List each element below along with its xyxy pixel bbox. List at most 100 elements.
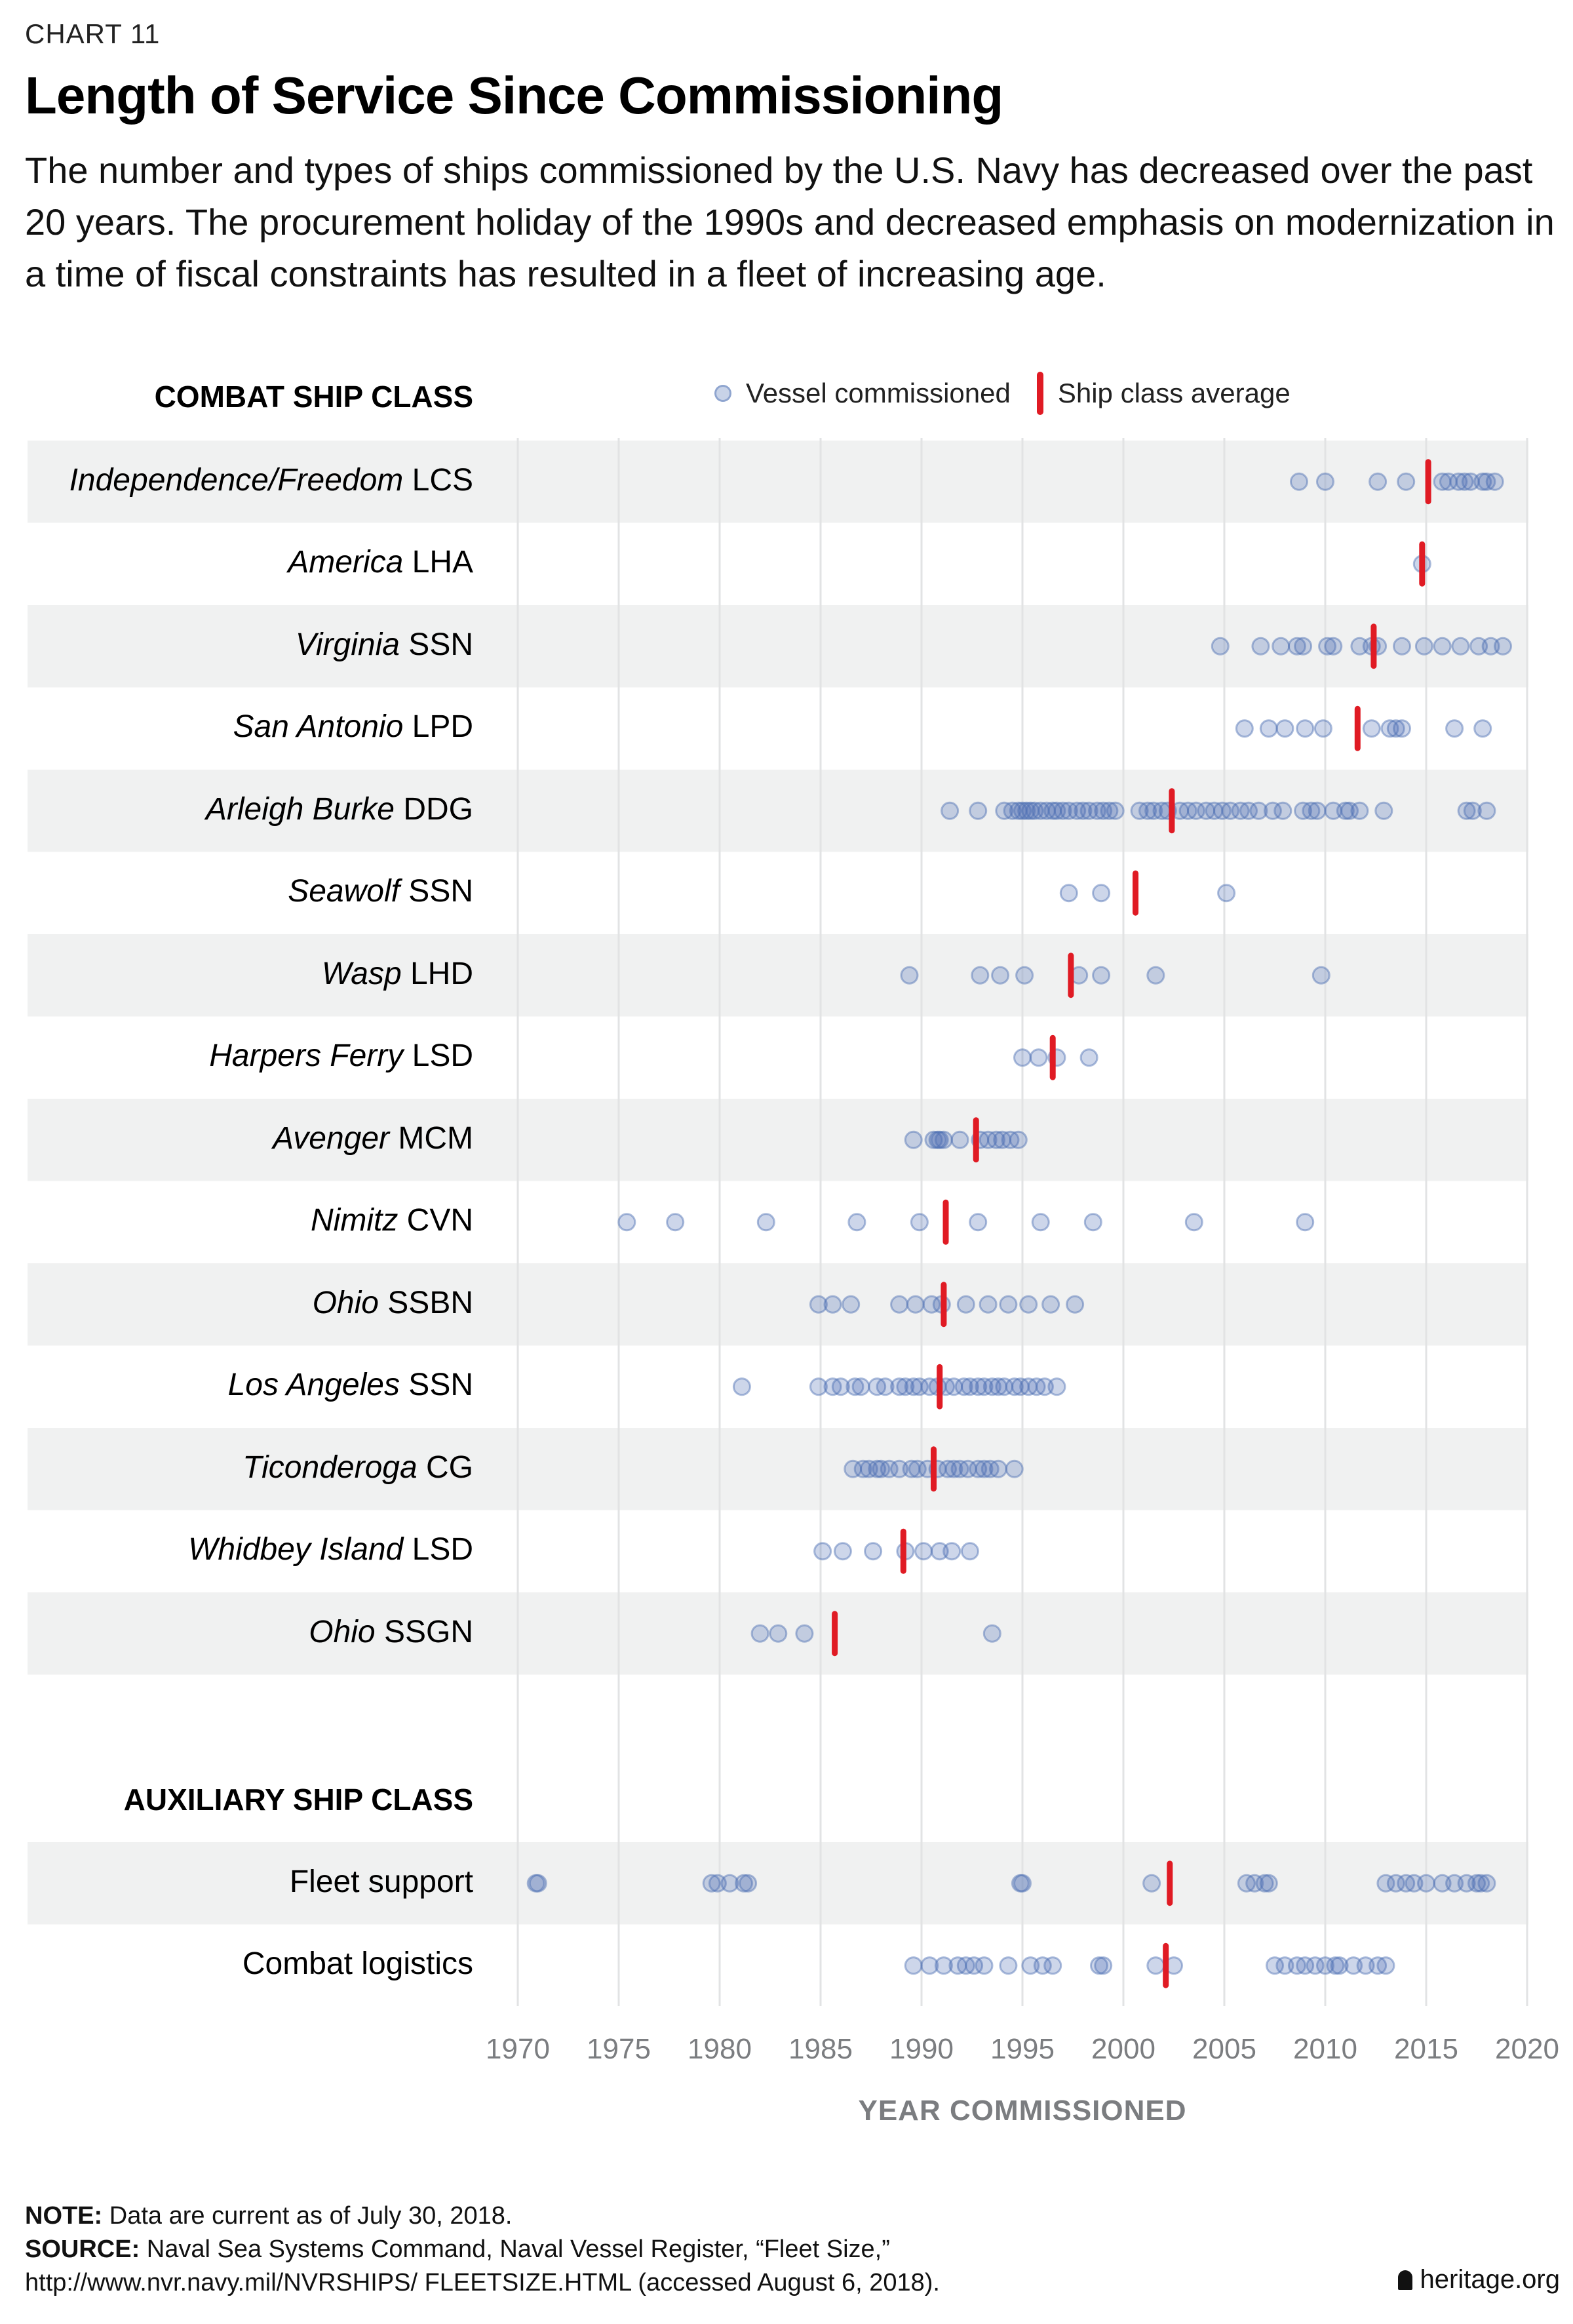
vessel-dot (1449, 472, 1468, 491)
vessel-dot (1324, 637, 1343, 656)
brand[interactable]: heritage.org (1397, 2265, 1560, 2294)
row-label: Combat logistics (243, 1946, 473, 1982)
vessel-dot (1324, 801, 1343, 820)
row-label-type: SSGN (375, 1614, 473, 1649)
row-label: Los Angeles SSN (228, 1367, 473, 1403)
x-tick-label: 1985 (788, 2033, 853, 2065)
vessel-dot (904, 1130, 923, 1149)
vessel-dot (809, 1295, 828, 1314)
vessel-dot (902, 1459, 921, 1478)
vessel-dot (1249, 801, 1268, 820)
vessel-dot (982, 1377, 1001, 1396)
vessel-dot (1296, 1213, 1315, 1232)
vessel-dot (1461, 472, 1480, 491)
vessel-dot (995, 1377, 1014, 1396)
vessel-dot (979, 1295, 998, 1314)
vessel-dot (702, 1874, 721, 1893)
row-label-type: Combat logistics (242, 1946, 473, 1982)
vessel-dot (1009, 801, 1028, 820)
row-band (28, 1428, 1528, 1510)
vessel-dot (1106, 801, 1125, 820)
row-label: San Antonio LPD (233, 709, 473, 745)
vessel-dot (1047, 1377, 1066, 1396)
row-label: Virginia SSN (296, 627, 473, 663)
vessel-dot (1386, 719, 1405, 738)
vessel-dot (1001, 1130, 1020, 1149)
row-label-class: Los Angeles (227, 1368, 400, 1403)
vessel-dot (1451, 637, 1470, 656)
vessel-dot (1414, 637, 1433, 656)
row-label-class: Harpers Ferry (209, 1038, 404, 1074)
row-label: Fleet support (290, 1864, 473, 1900)
vessel-dot (1397, 1874, 1416, 1893)
vessel-dot (1380, 719, 1399, 738)
vessel-dot (1308, 801, 1327, 820)
row-label-type: LSD (403, 1532, 473, 1567)
vessel-dot (1455, 472, 1474, 491)
vessel-dot (1433, 472, 1452, 491)
row-label-class: America (288, 545, 404, 580)
vessel-dot (934, 1956, 953, 1975)
vessel-dot (1231, 801, 1250, 820)
vessel-dot (1433, 1874, 1452, 1893)
vessel-dot (1397, 472, 1416, 491)
x-tick-label: 1970 (486, 2033, 550, 2065)
vessel-dot (1306, 1956, 1325, 1975)
vessel-dot (910, 1377, 929, 1396)
vessel-dot (1318, 637, 1337, 656)
vessel-dot (890, 1459, 909, 1478)
vessel-dot (1019, 1295, 1038, 1314)
vessel-dot (1013, 1874, 1032, 1893)
vessel-dot (853, 1459, 872, 1478)
vessel-dot (1313, 719, 1332, 738)
x-tick-label: 2010 (1293, 2033, 1357, 2065)
vessel-dot (890, 1295, 909, 1314)
vessel-dot (708, 1874, 727, 1893)
vessel-dot (1066, 1295, 1085, 1314)
x-tick-label: 2000 (1091, 2033, 1155, 2065)
vessel-dot (1296, 719, 1315, 738)
vessel-dot (939, 1459, 957, 1478)
vessel-dot (1481, 637, 1500, 656)
vessel-dot (1031, 801, 1050, 820)
vessel-dot (847, 1213, 866, 1232)
vessel-dot (1092, 884, 1111, 903)
vessel-dot (1477, 801, 1496, 820)
row-band (28, 1099, 1528, 1181)
source-url[interactable]: http://www.nvr.navy.mil/NVRSHIPS/ FLEETS… (25, 2269, 940, 2296)
vessel-dot (528, 1874, 547, 1893)
vessel-dot (987, 1130, 1005, 1149)
x-tick-label: 1995 (990, 2033, 1055, 2065)
vessel-dot (1393, 719, 1411, 738)
vessel-dot (1477, 1874, 1496, 1893)
row-label-type: LPD (403, 709, 473, 745)
vessel-dot (906, 1295, 925, 1314)
vessel-dot (756, 1213, 775, 1232)
vessel-dot (958, 1459, 977, 1478)
vessel-dot (876, 1377, 895, 1396)
vessel-dot (1376, 1956, 1395, 1975)
vessel-dot (1477, 472, 1496, 491)
vessel-dot (1059, 884, 1078, 903)
chart-title: Length of Service Since Commissioning (25, 66, 1003, 125)
source-label: SOURCE: (25, 2235, 140, 2263)
vessel-dot (1439, 472, 1458, 491)
vessel-dot (942, 1542, 961, 1561)
row-band (28, 934, 1528, 1017)
vessel-dot (1015, 966, 1034, 985)
row-label-type: LHD (401, 956, 473, 991)
vessel-dot (859, 1459, 878, 1478)
vessel-dot (1445, 719, 1464, 738)
vessel-dot (981, 1459, 1000, 1478)
vessel-dot (1003, 801, 1022, 820)
vessel-dot (739, 1874, 758, 1893)
vessel-dot (1294, 801, 1313, 820)
vessel-dot (735, 1874, 753, 1893)
vessel-dot (1011, 1377, 1030, 1396)
x-tick-label: 1990 (889, 2033, 954, 2065)
vessel-dot (1027, 1377, 1046, 1396)
vessel-dot (890, 1377, 909, 1396)
vessel-dot (720, 1874, 739, 1893)
vessel-dot (831, 1377, 850, 1396)
vessel-dot (1094, 801, 1113, 820)
